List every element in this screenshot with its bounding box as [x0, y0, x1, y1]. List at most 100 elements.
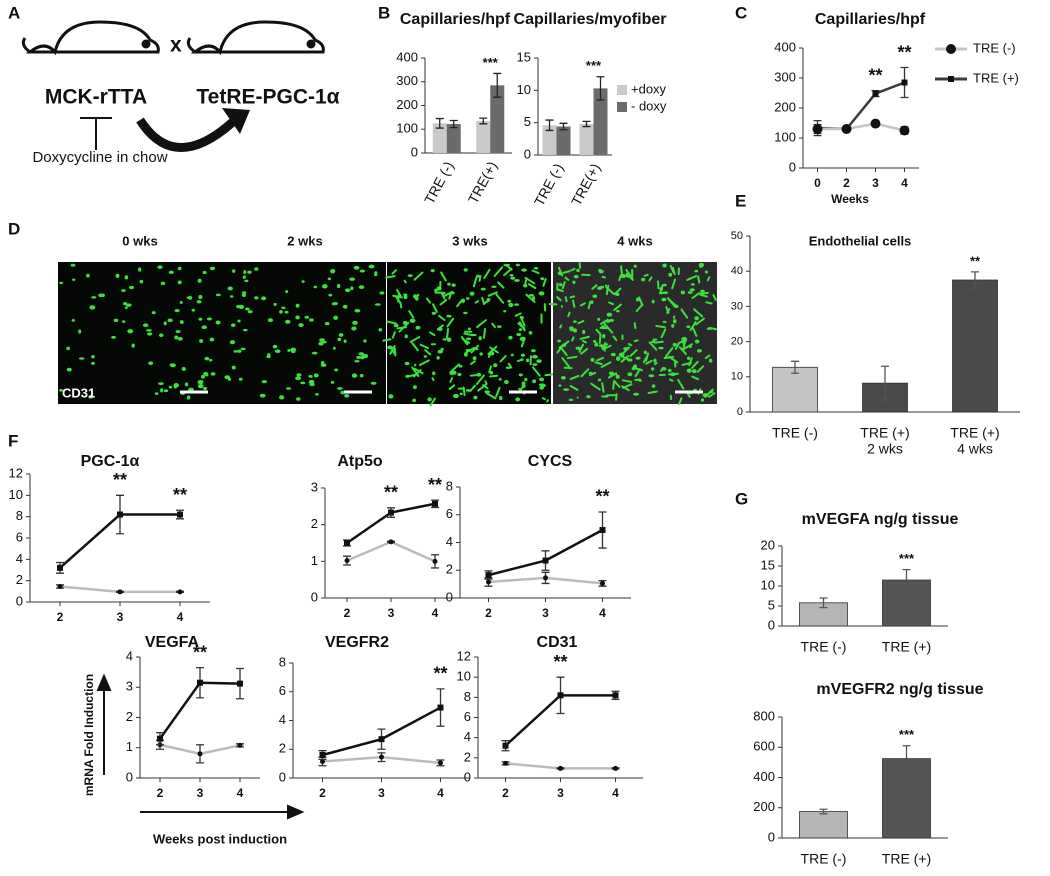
capillary-dot	[243, 270, 247, 275]
error-bar	[881, 365, 889, 401]
legend-swatch	[617, 102, 627, 112]
capillary-dot	[313, 285, 318, 289]
vessel-segment	[706, 276, 711, 282]
capillary-dot	[351, 326, 357, 331]
y-tick-label: 0	[411, 144, 418, 159]
vessel-segment	[398, 321, 410, 333]
error-bar	[435, 117, 444, 129]
vessel-segment	[470, 344, 480, 354]
capillary-dot	[284, 310, 289, 314]
capillary-dot	[478, 336, 482, 341]
capillary-dot	[332, 346, 336, 350]
vessel-segment	[489, 374, 499, 378]
y-tick-label: 0	[311, 589, 318, 604]
capillary-dot	[86, 273, 90, 278]
capillary-dot	[469, 291, 475, 296]
y-tick-label: 30	[731, 300, 743, 312]
capillary-dot	[272, 344, 278, 349]
vessel-segment	[567, 311, 571, 318]
capillary-dot	[602, 334, 606, 339]
capillary-dot	[209, 266, 216, 271]
capillary-dot	[532, 354, 538, 359]
capillary-dot	[363, 353, 369, 359]
capillary-dot	[708, 390, 714, 394]
vessel-segment	[495, 386, 501, 398]
capillary-dot	[568, 398, 574, 402]
capillary-dot	[686, 368, 692, 373]
capillary-dot	[321, 284, 328, 289]
capillary-dot	[227, 286, 233, 291]
capillary-dot	[627, 372, 633, 377]
vessel-segment	[541, 397, 546, 401]
capillary-dot	[229, 295, 234, 298]
capillary-dot	[261, 296, 267, 301]
point	[901, 79, 908, 86]
capillary-dot	[202, 270, 207, 275]
point	[237, 742, 243, 748]
capillary-dot	[493, 363, 498, 368]
micrographs: CD31	[58, 262, 718, 407]
legend-label: +doxy	[631, 81, 667, 96]
capillary-dot	[599, 285, 605, 289]
capillary-dot	[479, 352, 483, 356]
inhibitor-label: Doxycycline in chow	[32, 149, 167, 166]
vessel-segment	[425, 297, 432, 304]
capillary-dot	[129, 285, 135, 290]
capillary-dot	[210, 372, 216, 376]
significance-mark: **	[428, 475, 442, 495]
capillary-dot	[694, 339, 700, 344]
vessel-segment	[666, 308, 671, 314]
capillary-dot	[463, 311, 468, 315]
y-tick-label: 50	[731, 230, 743, 242]
vessel-segment	[409, 336, 421, 343]
capillary-dot	[349, 277, 356, 281]
capillary-dot	[572, 320, 577, 323]
capillary-dot	[358, 352, 365, 356]
y-tick-label: 40	[731, 265, 743, 277]
capillary-dot	[582, 329, 586, 335]
y-tick-label: 4	[446, 534, 453, 549]
capillary-dot	[352, 320, 358, 325]
y-tick-label: 10	[457, 669, 471, 684]
capillary-dot	[403, 293, 408, 296]
error-bar	[596, 76, 605, 101]
capillary-dot	[319, 338, 325, 342]
vessel-segment	[569, 295, 576, 299]
image-label: 0 wks	[122, 233, 157, 248]
capillary-dot	[505, 366, 512, 369]
capillary-dot	[659, 291, 666, 295]
capillary-dot	[651, 384, 656, 388]
inhibition-bar	[80, 117, 112, 150]
significance-mark: **	[868, 65, 882, 85]
vessel-segment	[572, 299, 576, 308]
capillary-dot	[340, 390, 345, 395]
capillary-dot	[327, 277, 332, 281]
capillary-dot	[353, 265, 360, 270]
capillary-dot	[484, 390, 491, 394]
capillary-dot	[651, 299, 655, 304]
capillary-dot	[518, 373, 523, 377]
vessel-segment	[699, 293, 708, 298]
capillary-dot	[174, 308, 180, 313]
capillary-dot	[374, 271, 378, 275]
vessel-segment	[667, 298, 678, 308]
y-tick-label: 6	[446, 506, 453, 521]
capillary-dot	[308, 374, 313, 378]
capillary-dot	[151, 311, 156, 315]
capillary-dot	[279, 310, 283, 314]
x-tick-label: 0	[814, 176, 821, 190]
capillary-dot	[516, 332, 522, 337]
capillary-dot	[671, 323, 675, 328]
capillary-dot	[404, 334, 408, 339]
capillary-dot	[145, 329, 152, 332]
capillary-dot	[538, 291, 545, 296]
capillary-dot	[160, 281, 166, 286]
capillary-dot	[507, 299, 512, 303]
capillary-dot	[403, 294, 408, 300]
capillary-dot	[243, 328, 248, 332]
vessel-segment	[633, 339, 639, 343]
y-tick-label: 20	[731, 336, 743, 348]
vessel-segment	[605, 285, 615, 295]
point	[344, 540, 350, 546]
capillary-dot	[467, 327, 471, 331]
